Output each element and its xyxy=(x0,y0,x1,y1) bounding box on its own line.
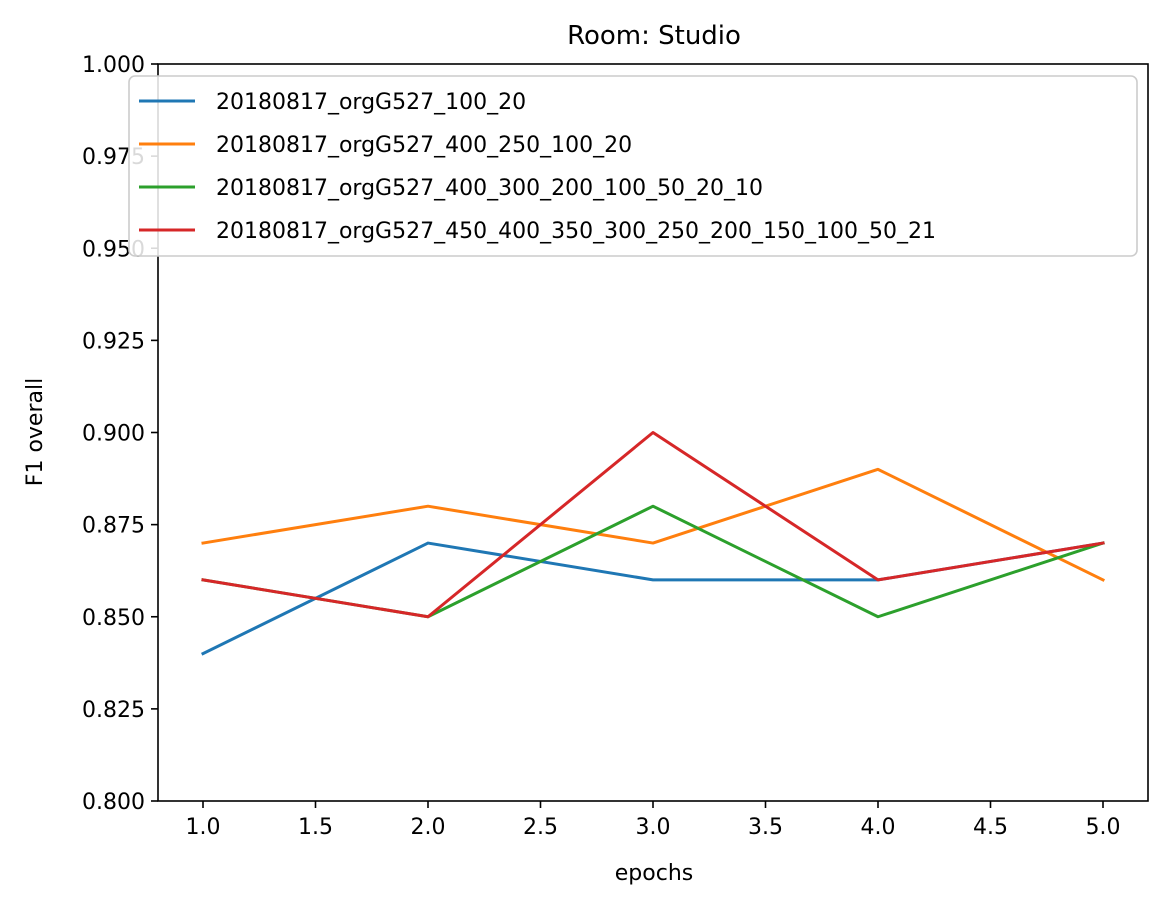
legend-label-2: 20180817_orgG527_400_250_100_20 xyxy=(216,133,632,158)
legend: 20180817_orgG527_100_20 20180817_orgG527_… xyxy=(128,75,1138,257)
x-tick-label: 1.0 xyxy=(186,815,221,840)
y-tick-label: 0.825 xyxy=(82,698,145,723)
y-tick-label: 0.800 xyxy=(82,790,145,815)
y-tick-label: 1.000 xyxy=(82,53,145,78)
y-tick-label: 0.925 xyxy=(82,329,145,354)
y-tick-label: 0.850 xyxy=(82,606,145,631)
x-tick-label: 2.0 xyxy=(411,815,446,840)
x-tick-label: 2.5 xyxy=(523,815,558,840)
legend-label-3: 20180817_orgG527_400_300_200_100_50_20_1… xyxy=(216,176,763,201)
x-tick-label: 3.0 xyxy=(636,815,671,840)
series-line-4 xyxy=(201,431,1105,619)
x-tick-label: 5.0 xyxy=(1086,815,1121,840)
x-tick-label: 1.5 xyxy=(298,815,333,840)
y-axis-label: F1 overall xyxy=(23,378,48,486)
chart-title: Room: Studio xyxy=(567,21,741,51)
legend-label-4: 20180817_orgG527_450_400_350_300_250_200… xyxy=(216,219,936,244)
x-tick-label: 4.5 xyxy=(973,815,1008,840)
y-tick-label: 0.900 xyxy=(82,422,145,447)
y-tick-label: 0.875 xyxy=(82,514,145,539)
series-line-2 xyxy=(201,467,1106,582)
x-axis: 1.0 1.5 2.0 2.5 3.0 3.5 4.0 4.5 5.0 xyxy=(186,801,1121,840)
x-tick-label: 4.0 xyxy=(861,815,896,840)
x-axis-label: epochs xyxy=(615,861,693,886)
x-tick-label: 3.5 xyxy=(748,815,783,840)
series-layer xyxy=(200,431,1106,656)
legend-box xyxy=(128,75,1138,257)
legend-label-1: 20180817_orgG527_100_20 xyxy=(216,90,526,115)
